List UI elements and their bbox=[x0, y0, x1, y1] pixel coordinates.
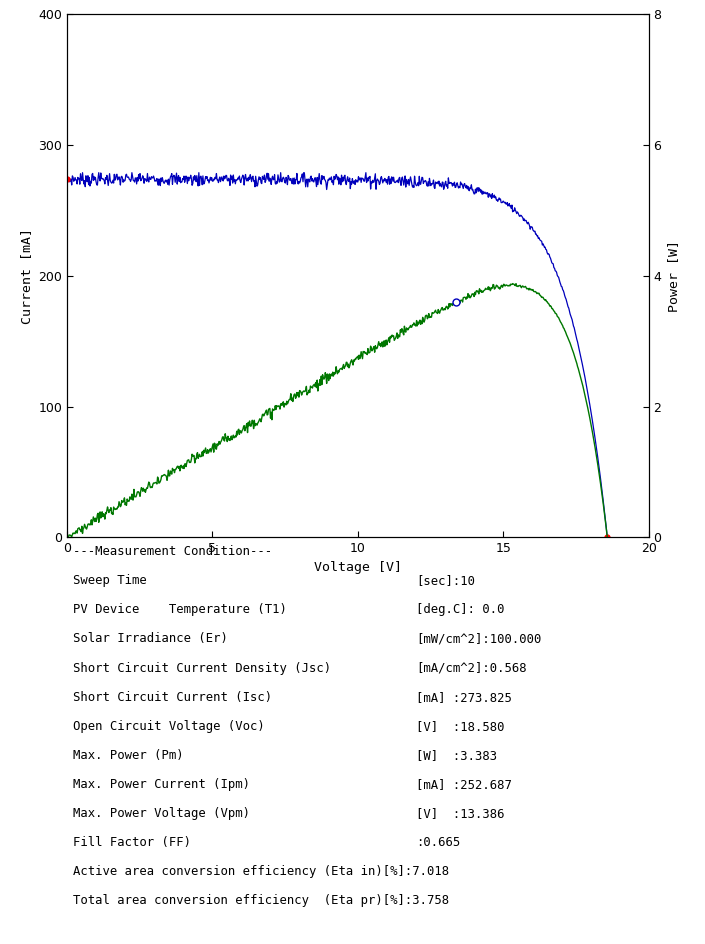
Text: PV Device    Temperature (T1): PV Device Temperature (T1) bbox=[73, 603, 287, 616]
Text: Max. Power Current (Ipm): Max. Power Current (Ipm) bbox=[73, 778, 250, 791]
Text: Max. Power Voltage (Vpm): Max. Power Voltage (Vpm) bbox=[73, 807, 250, 820]
Text: Open Circuit Voltage (Voc): Open Circuit Voltage (Voc) bbox=[73, 719, 264, 733]
Text: [mA] :252.687: [mA] :252.687 bbox=[416, 778, 512, 791]
Text: [mA/cm^2]:0.568: [mA/cm^2]:0.568 bbox=[416, 662, 527, 675]
Text: [W]  :3.383: [W] :3.383 bbox=[416, 749, 497, 762]
Y-axis label: Power [W]: Power [W] bbox=[667, 240, 680, 312]
Text: Solar Irradiance (Er): Solar Irradiance (Er) bbox=[73, 632, 228, 646]
Text: Sweep Time: Sweep Time bbox=[73, 574, 147, 587]
Text: [V]  :18.580: [V] :18.580 bbox=[416, 719, 505, 733]
Text: Active area conversion efficiency (Eta in)[%]:7.018: Active area conversion efficiency (Eta i… bbox=[73, 865, 449, 878]
Y-axis label: Current [mA]: Current [mA] bbox=[20, 228, 32, 324]
Text: [mW/cm^2]:100.000: [mW/cm^2]:100.000 bbox=[416, 632, 541, 646]
Text: [V]  :13.386: [V] :13.386 bbox=[416, 807, 505, 820]
Text: :0.665: :0.665 bbox=[416, 836, 460, 849]
Text: Max. Power (Pm): Max. Power (Pm) bbox=[73, 749, 183, 762]
Text: [mA] :273.825: [mA] :273.825 bbox=[416, 691, 512, 703]
Text: ---Measurement Condition---: ---Measurement Condition--- bbox=[73, 546, 272, 558]
Text: Fill Factor (FF): Fill Factor (FF) bbox=[73, 836, 191, 849]
X-axis label: Voltage [V]: Voltage [V] bbox=[314, 561, 402, 574]
Text: [sec]:10: [sec]:10 bbox=[416, 574, 475, 587]
Text: Short Circuit Current Density (Jsc): Short Circuit Current Density (Jsc) bbox=[73, 662, 331, 675]
Text: Total area conversion efficiency  (Eta pr)[%]:3.758: Total area conversion efficiency (Eta pr… bbox=[73, 894, 449, 907]
Text: [deg.C]: 0.0: [deg.C]: 0.0 bbox=[416, 603, 505, 616]
Text: Short Circuit Current (Isc): Short Circuit Current (Isc) bbox=[73, 691, 272, 703]
